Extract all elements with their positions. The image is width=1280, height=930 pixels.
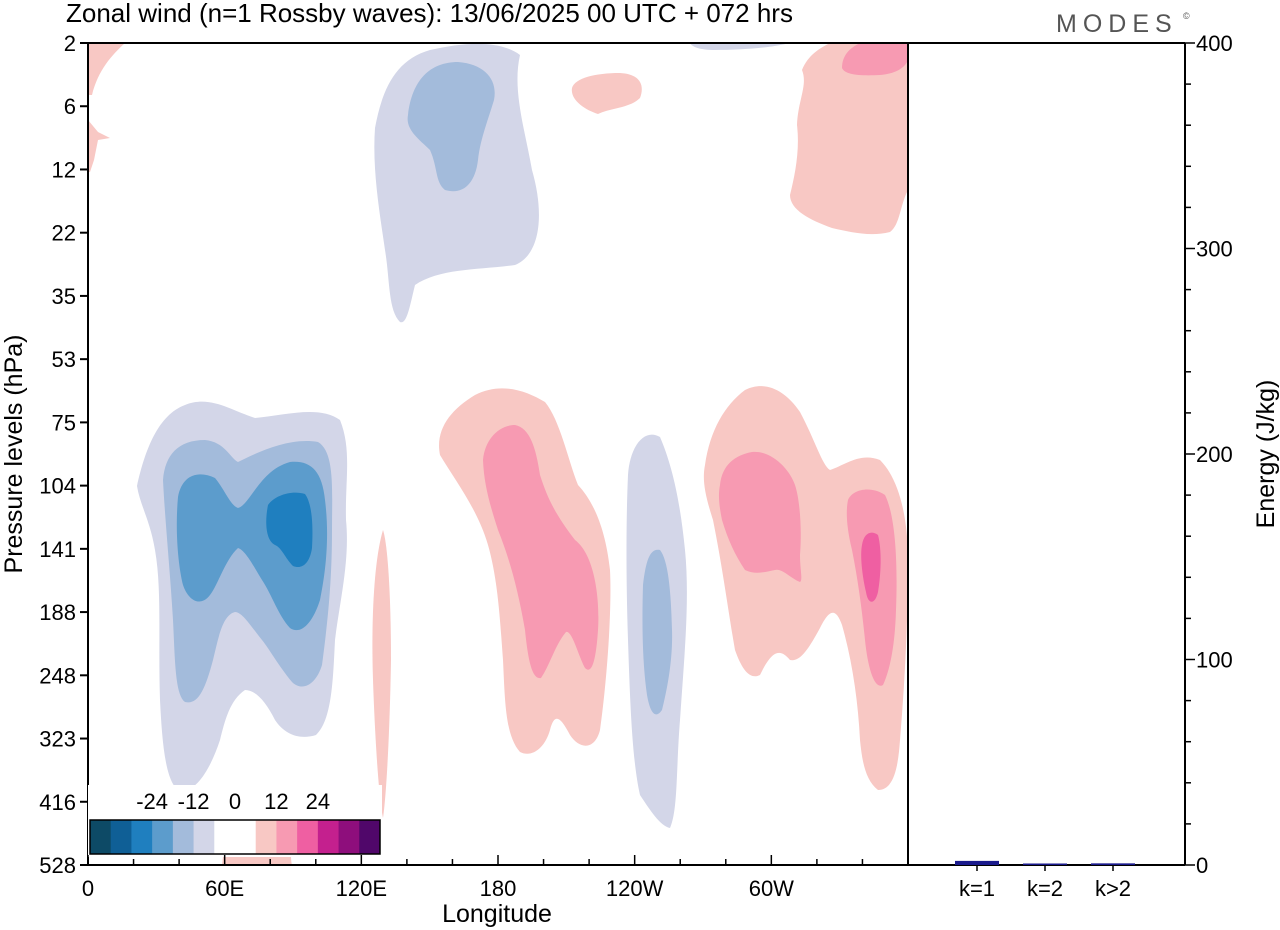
colorbar-swatch: [255, 820, 277, 854]
colorbar-label: 12: [264, 789, 288, 814]
colorbar-swatch: [235, 820, 257, 854]
contour-positive-east-mid: [718, 451, 802, 582]
x-tick-label: 180: [480, 876, 517, 901]
contour-panel: -24 -12 0 12 24 2 6 12 22 35 53 75 104 141 188 248 323 4…: [0, 31, 909, 928]
y-tick-label: 323: [39, 727, 76, 752]
energy-bar: [1023, 863, 1067, 865]
y-tick-label: 2: [64, 31, 76, 56]
contour-positive-topleft: [88, 43, 125, 95]
energy-panel: 0 100 200 300 400 k=1 k=2 k>2 Energy (J/kg): [908, 31, 1280, 901]
energy-tick-label: 0: [1196, 853, 1208, 878]
colorbar-frame: [89, 819, 381, 855]
y-tick-label: 35: [52, 284, 76, 309]
x-tick-label: 60W: [749, 876, 794, 901]
longitude-axis: 0 60E 120E 180 120W 60W: [82, 855, 909, 901]
y-tick-label: 12: [52, 157, 76, 182]
contour-negative-top-sliver: [690, 43, 790, 50]
colorbar-swatch: [297, 820, 319, 854]
x-axis-label: Longitude: [442, 900, 552, 928]
energy-tick-label: 400: [1196, 31, 1233, 56]
colorbar-swatch: [317, 820, 340, 854]
colorbar-label: -24: [136, 789, 168, 814]
logo-copyright-mark: ©: [1183, 11, 1190, 21]
colorbar-swatch: [338, 820, 360, 854]
y-tick-label: 188: [39, 600, 76, 625]
energy-categories: k=1 k=2 k>2: [959, 865, 1131, 901]
x-tick-label: 120E: [336, 876, 387, 901]
colorbar: -24 -12 0 12 24: [88, 785, 382, 857]
colorbar-label: 24: [306, 789, 330, 814]
y-tick-label: 528: [39, 853, 76, 878]
contour-positive-left-edge: [88, 120, 110, 172]
contour-negative-west-core: [266, 492, 313, 568]
energy-cat-label: k=1: [959, 876, 995, 901]
contour-positive-strat-blob: [571, 73, 642, 114]
energy-axis: 0 100 200 300 400: [1185, 31, 1233, 878]
colorbar-swatch: [214, 820, 236, 854]
contour-positive-strat-east-inner: [842, 43, 908, 76]
x-tick-label: 60E: [205, 876, 244, 901]
y-tick-label: 22: [52, 221, 76, 246]
colorbar-swatch: [131, 820, 153, 854]
modes-logo: MODES: [1056, 10, 1178, 38]
y-tick-label: 53: [52, 347, 76, 372]
colorbar-swatch: [193, 820, 215, 854]
y-tick-label: 248: [39, 663, 76, 688]
energy-tick-label: 300: [1196, 237, 1233, 262]
y-tick-label: 104: [39, 474, 76, 499]
contour-fills: [88, 43, 908, 865]
energy-cat-label: k=2: [1027, 876, 1063, 901]
contour-negative-pacific-inner: [642, 549, 673, 715]
contour-positive-dateline-inner: [483, 425, 599, 679]
energy-tick-label: 200: [1196, 442, 1233, 467]
y-tick-label: 6: [64, 94, 76, 119]
y-tick-label: 75: [52, 410, 76, 435]
contour-negative-strat-inner: [407, 62, 495, 192]
colorbar-swatch: [276, 820, 298, 854]
colorbar-swatch: [172, 820, 195, 854]
energy-bar: [955, 860, 999, 865]
y-tick-label: 416: [39, 790, 76, 815]
x-tick-label: 0: [82, 876, 94, 901]
energy-bars: [955, 860, 1135, 865]
pressure-axis: 2 6 12 22 35 53 75 104 141 188 248 323 416 528: [39, 31, 88, 878]
energy-cat-label: k>2: [1095, 876, 1131, 901]
contour-positive-thin-sliver: [372, 530, 391, 818]
colorbar-label: -12: [178, 789, 210, 814]
contour-positive-east-core: [861, 532, 881, 602]
y-axis-label: Pressure levels (hPa): [0, 335, 28, 574]
chart-title: Zonal wind (n=1 Rossby waves): 13/06/202…: [66, 0, 793, 28]
energy-bar: [1091, 863, 1135, 865]
energy-tick-label: 100: [1196, 648, 1233, 673]
colorbar-swatch: [110, 820, 132, 854]
x-tick-label: 120W: [606, 876, 664, 901]
colorbar-swatch: [359, 820, 381, 854]
colorbar-swatch: [152, 820, 174, 854]
colorbar-swatch: [90, 820, 112, 854]
energy-axis-label: Energy (J/kg): [1252, 380, 1280, 529]
colorbar-label: 0: [229, 789, 241, 814]
contour-positive-strat-east-outer: [790, 43, 908, 235]
y-tick-label: 141: [39, 537, 76, 562]
